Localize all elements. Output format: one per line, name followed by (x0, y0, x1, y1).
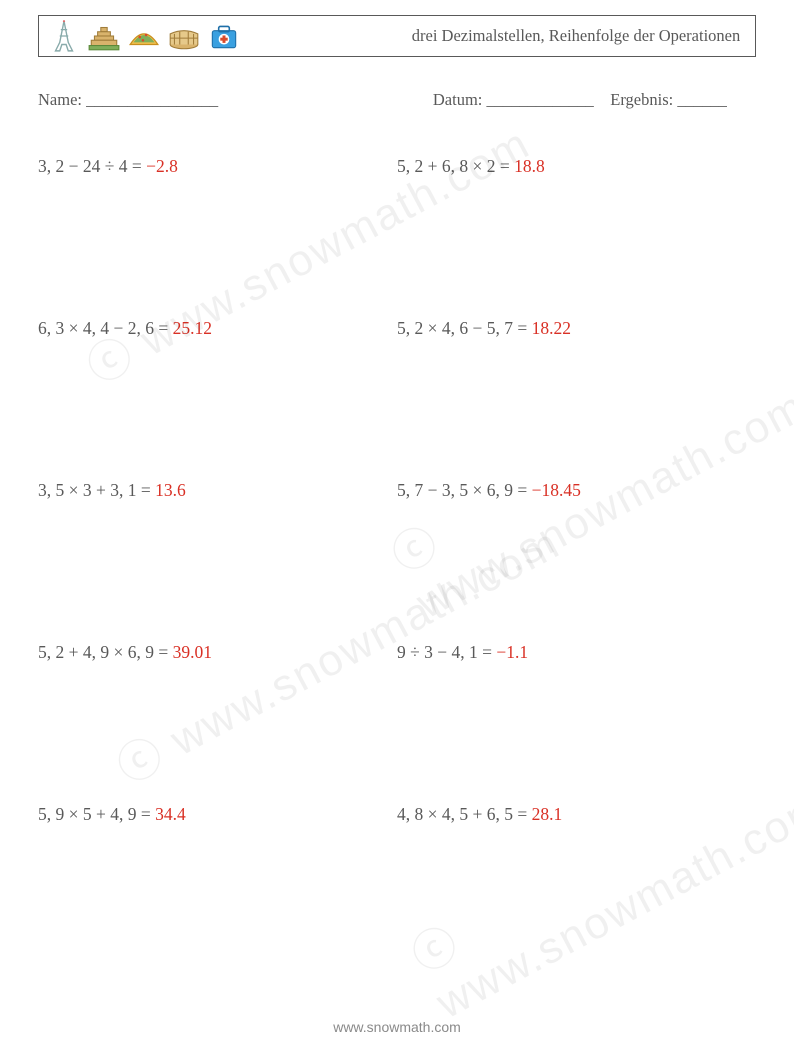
expression: 6, 3 × 4, 4 − 2, 6 = (38, 318, 173, 338)
expression: 9 ÷ 3 − 4, 1 = (397, 642, 496, 662)
meta-row: Name: ________________ Datum: __________… (38, 90, 756, 110)
pyramid-icon (87, 19, 121, 53)
eiffel-tower-icon (47, 19, 81, 53)
problem-cell: 5, 9 × 5 + 4, 9 = 34.4 (38, 804, 397, 825)
expression: 5, 7 − 3, 5 × 6, 9 = (397, 480, 532, 500)
expression: 3, 2 − 24 ÷ 4 = (38, 156, 146, 176)
expression: 4, 8 × 4, 5 + 6, 5 = (397, 804, 532, 824)
answer: 34.4 (155, 804, 186, 824)
problem-cell: 3, 2 − 24 ÷ 4 = −2.8 (38, 156, 397, 177)
date-result-field: Datum: _____________ Ergebnis: ______ (433, 90, 756, 110)
taco-icon (127, 19, 161, 53)
colosseum-icon (167, 19, 201, 53)
problems-grid: 3, 2 − 24 ÷ 4 = −2.8 5, 2 + 6, 8 × 2 = 1… (38, 140, 756, 950)
problem-row: 3, 5 × 3 + 3, 1 = 13.6 5, 7 − 3, 5 × 6, … (38, 464, 756, 626)
problem-row: 6, 3 × 4, 4 − 2, 6 = 25.12 5, 2 × 4, 6 −… (38, 302, 756, 464)
answer: 25.12 (173, 318, 212, 338)
answer: −18.45 (532, 480, 581, 500)
problem-cell: 9 ÷ 3 − 4, 1 = −1.1 (397, 642, 756, 663)
problem-cell: 4, 8 × 4, 5 + 6, 5 = 28.1 (397, 804, 756, 825)
medical-kit-icon (207, 19, 241, 53)
answer: 13.6 (155, 480, 186, 500)
name-field: Name: ________________ (38, 90, 433, 110)
answer: 39.01 (173, 642, 212, 662)
problem-row: 3, 2 − 24 ÷ 4 = −2.8 5, 2 + 6, 8 × 2 = 1… (38, 140, 756, 302)
answer: −2.8 (146, 156, 178, 176)
problem-cell: 3, 5 × 3 + 3, 1 = 13.6 (38, 480, 397, 501)
answer: 18.22 (532, 318, 571, 338)
answer: 18.8 (514, 156, 545, 176)
problem-cell: 5, 2 + 6, 8 × 2 = 18.8 (397, 156, 756, 177)
expression: 3, 5 × 3 + 3, 1 = (38, 480, 155, 500)
expression: 5, 2 + 4, 9 × 6, 9 = (38, 642, 173, 662)
answer: 28.1 (532, 804, 563, 824)
expression: 5, 2 + 6, 8 × 2 = (397, 156, 514, 176)
problem-cell: 5, 7 − 3, 5 × 6, 9 = −18.45 (397, 480, 756, 501)
answer: −1.1 (496, 642, 528, 662)
header-box: drei Dezimalstellen, Reihenfolge der Ope… (38, 15, 756, 57)
problem-row: 5, 2 + 4, 9 × 6, 9 = 39.01 9 ÷ 3 − 4, 1 … (38, 626, 756, 788)
date-label: Datum: _____________ (433, 90, 594, 109)
problem-row: 5, 9 × 5 + 4, 9 = 34.4 4, 8 × 4, 5 + 6, … (38, 788, 756, 950)
worksheet-title: drei Dezimalstellen, Reihenfolge der Ope… (397, 16, 755, 56)
problem-cell: 5, 2 + 4, 9 × 6, 9 = 39.01 (38, 642, 397, 663)
problem-cell: 5, 2 × 4, 6 − 5, 7 = 18.22 (397, 318, 756, 339)
problem-cell: 6, 3 × 4, 4 − 2, 6 = 25.12 (38, 318, 397, 339)
footer-text: www.snowmath.com (0, 1019, 794, 1035)
expression: 5, 2 × 4, 6 − 5, 7 = (397, 318, 532, 338)
result-label: Ergebnis: ______ (610, 90, 727, 109)
header-icons (39, 16, 397, 56)
expression: 5, 9 × 5 + 4, 9 = (38, 804, 155, 824)
